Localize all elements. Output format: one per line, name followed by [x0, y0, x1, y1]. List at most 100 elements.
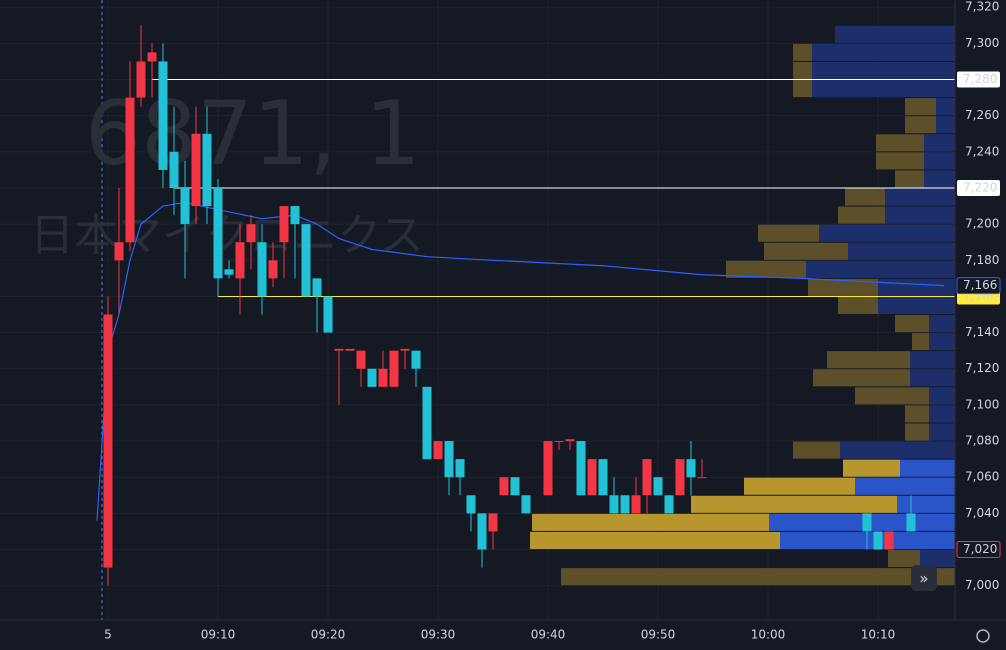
profile-down-bar [929, 423, 955, 441]
profile-up-bar [793, 61, 812, 80]
profile-up-bar [888, 550, 920, 568]
profile-up-bar [726, 260, 806, 278]
profile-up-bar [855, 387, 929, 405]
profile-up-bar [845, 188, 885, 206]
profile-down-bar [920, 550, 955, 568]
profile-up-bar [561, 568, 955, 586]
profile-up-bar [530, 531, 780, 550]
candle-body [433, 441, 443, 460]
profile-down-bar [929, 315, 955, 333]
candle-body [565, 439, 575, 442]
candle-body [345, 348, 355, 351]
scroll-icon: » [919, 570, 928, 588]
profile-down-bar [855, 477, 955, 495]
y-tick-label: 7,180 [965, 253, 999, 267]
profile-down-bar [924, 152, 955, 170]
candle-body [664, 495, 674, 514]
candle-body [334, 348, 344, 351]
price-label-box [957, 179, 1000, 196]
candle-body [510, 477, 520, 496]
profile-down-bar [848, 242, 955, 260]
candle-body [180, 187, 190, 225]
profile-down-bar [910, 369, 955, 387]
x-tick-label: 09:50 [641, 628, 676, 642]
profile-up-bar [905, 405, 929, 423]
x-tick-label: 09:30 [421, 628, 456, 642]
profile-down-bar [900, 459, 955, 477]
watermark-subtitle: 日本マイクロニクス [30, 210, 424, 261]
y-tick-label: 7,040 [965, 506, 999, 520]
candle-body [488, 513, 498, 532]
candle-body [400, 348, 410, 351]
candle-body [598, 459, 608, 496]
profile-up-bar [843, 459, 900, 477]
candle-body [279, 206, 289, 243]
profile-down-bar [812, 43, 955, 61]
candle-body [169, 151, 179, 188]
candle-body [884, 531, 894, 550]
settings-button[interactable] [976, 629, 990, 643]
candle-body [477, 513, 487, 550]
scroll-button[interactable] [911, 565, 937, 591]
profile-up-bar [744, 477, 855, 495]
profile-up-bar [793, 441, 840, 459]
profile-down-bar [878, 296, 955, 315]
y-tick-label: 7,060 [965, 470, 999, 484]
profile-up-bar [691, 495, 897, 513]
profile-up-bar [876, 152, 924, 170]
candle-body [246, 224, 256, 243]
profile-down-bar [840, 441, 955, 459]
profile-down-bar [936, 98, 955, 116]
price-label: 7,020 [963, 542, 997, 556]
x-tick-label: 10:00 [751, 628, 786, 642]
candle-body [906, 513, 916, 532]
y-tick-label: 7,000 [965, 578, 999, 592]
candle-body [114, 242, 124, 261]
candle-body [147, 52, 157, 62]
x-tick-label: 09:40 [531, 628, 566, 642]
candle-body [389, 350, 399, 387]
profile-down-bar [885, 188, 955, 206]
candle-body [620, 495, 630, 514]
price-label-box [956, 541, 1001, 559]
x-tick-label: 09:10 [201, 628, 236, 642]
profile-down-bar [924, 134, 955, 152]
candle-body [312, 278, 322, 297]
price-label-box [957, 71, 1000, 88]
profile-up-bar [912, 333, 929, 351]
price-label: 7,280 [963, 72, 997, 86]
candle-body [554, 441, 564, 443]
profile-up-bar [532, 513, 769, 531]
profile-up-bar [838, 206, 885, 224]
price-label: 7,166 [963, 278, 997, 292]
candle-body [653, 477, 663, 496]
profile-up-bar [876, 134, 924, 152]
candle-body [675, 459, 685, 496]
profile-up-bar [905, 116, 936, 134]
profile-down-bar [929, 405, 955, 423]
profile-down-bar [929, 387, 955, 405]
profile-up-bar [764, 242, 848, 260]
candle-body [631, 495, 641, 514]
y-tick-label: 7,260 [965, 108, 999, 122]
candle-body [323, 296, 333, 333]
profile-up-bar [793, 43, 812, 61]
profile-up-bar [895, 315, 929, 333]
profile-down-bar [878, 278, 955, 296]
y-tick-label: 7,140 [965, 325, 999, 339]
candle-body [213, 187, 223, 279]
profile-down-bar [812, 61, 955, 80]
candle-body [268, 260, 278, 279]
y-tick-label: 7,120 [965, 361, 999, 375]
watermark: 6871, 1 [85, 82, 421, 185]
candle-body [609, 495, 619, 514]
candle-body [378, 368, 388, 387]
profile-up-bar [808, 278, 878, 296]
candle-body [356, 350, 366, 369]
candle-body [103, 314, 113, 568]
y-tick-label: 7,320 [965, 0, 999, 14]
profile-down-bar [936, 116, 955, 134]
candle-body [466, 495, 476, 514]
candle-body [686, 459, 696, 478]
profile-down-bar [924, 170, 955, 188]
